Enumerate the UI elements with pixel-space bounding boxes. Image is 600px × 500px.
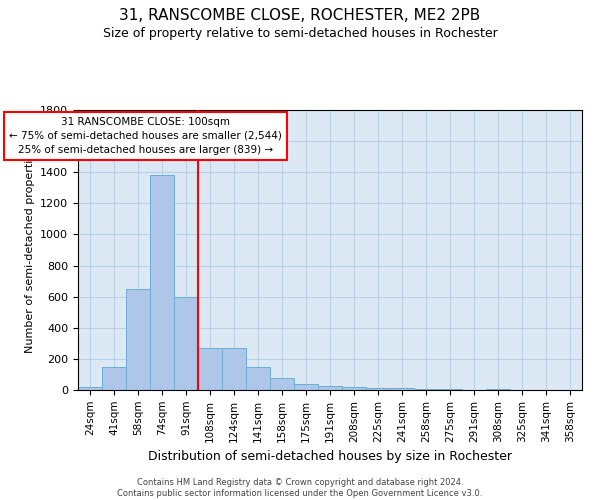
- Bar: [366, 388, 390, 390]
- Bar: [102, 366, 126, 390]
- Bar: [198, 348, 222, 390]
- Text: Contains HM Land Registry data © Crown copyright and database right 2024.
Contai: Contains HM Land Registry data © Crown c…: [118, 478, 482, 498]
- Bar: [150, 176, 174, 390]
- Y-axis label: Number of semi-detached properties: Number of semi-detached properties: [25, 147, 35, 353]
- Bar: [342, 387, 366, 390]
- Bar: [390, 388, 414, 390]
- Bar: [486, 389, 510, 390]
- Bar: [318, 386, 342, 390]
- Bar: [126, 289, 150, 390]
- Bar: [174, 296, 198, 390]
- Bar: [78, 387, 102, 390]
- Text: Size of property relative to semi-detached houses in Rochester: Size of property relative to semi-detach…: [103, 28, 497, 40]
- X-axis label: Distribution of semi-detached houses by size in Rochester: Distribution of semi-detached houses by …: [148, 450, 512, 463]
- Bar: [294, 384, 318, 390]
- Text: 31 RANSCOMBE CLOSE: 100sqm
← 75% of semi-detached houses are smaller (2,544)
25%: 31 RANSCOMBE CLOSE: 100sqm ← 75% of semi…: [9, 117, 281, 155]
- Bar: [246, 366, 270, 390]
- Bar: [414, 389, 438, 390]
- Text: 31, RANSCOMBE CLOSE, ROCHESTER, ME2 2PB: 31, RANSCOMBE CLOSE, ROCHESTER, ME2 2PB: [119, 8, 481, 22]
- Bar: [222, 348, 246, 390]
- Bar: [270, 378, 294, 390]
- Bar: [438, 389, 462, 390]
